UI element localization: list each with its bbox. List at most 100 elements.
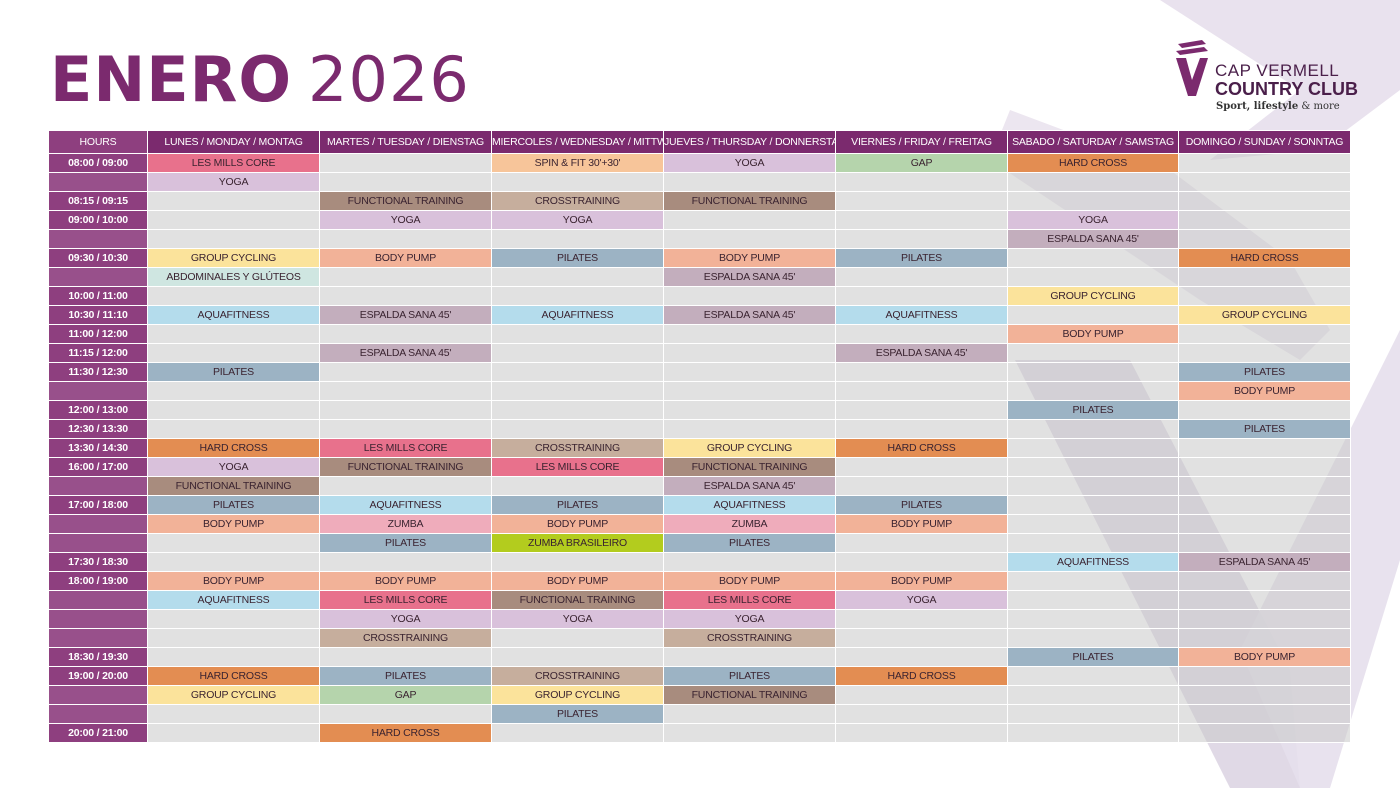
time-slot-label: 10:30 / 11:10 <box>48 305 148 325</box>
empty-cell <box>663 210 836 230</box>
logo-tagline: Sport, lifestyle & more <box>1216 101 1340 112</box>
class-cell: YOGA <box>319 210 492 230</box>
empty-cell <box>835 609 1008 629</box>
empty-cell <box>1178 438 1351 458</box>
class-cell: BODY PUMP <box>147 514 320 534</box>
logo-text-line1: CAP VERMELL <box>1215 61 1340 80</box>
empty-cell <box>663 286 836 306</box>
empty-cell <box>319 286 492 306</box>
empty-cell <box>1007 362 1179 382</box>
empty-cell <box>1178 286 1351 306</box>
hours-column-header: HOURS <box>48 130 148 154</box>
empty-cell <box>835 476 1008 496</box>
time-slot-label <box>48 514 148 534</box>
empty-cell <box>663 172 836 192</box>
class-cell: HARD CROSS <box>147 666 320 686</box>
empty-cell <box>663 343 836 363</box>
empty-cell <box>319 704 492 724</box>
empty-cell <box>319 362 492 382</box>
class-cell: YOGA <box>835 590 1008 610</box>
schedule-row: 17:30 / 18:30 AQUAFITNESS ESPALDA SANA 45' <box>48 552 1351 572</box>
class-cell: PILATES <box>147 495 320 515</box>
empty-cell <box>147 552 320 572</box>
empty-cell <box>835 172 1008 192</box>
class-cell: BODY PUMP <box>491 514 664 534</box>
time-slot-label: 19:00 / 20:00 <box>48 666 148 686</box>
empty-cell <box>1007 438 1179 458</box>
empty-cell <box>491 172 664 192</box>
day-column-header: SABADO / SATURDAY / SAMSTAG <box>1007 130 1179 154</box>
empty-cell <box>1007 685 1179 705</box>
class-cell: ABDOMINALES Y GLÚTEOS <box>147 267 320 287</box>
empty-cell <box>147 628 320 648</box>
empty-cell <box>491 400 664 420</box>
class-cell: FUNCTIONAL TRAINING <box>491 590 664 610</box>
empty-cell <box>491 723 664 743</box>
day-column-header: JUEVES / THURSDAY / DONNERSTAG <box>663 130 836 154</box>
class-cell: CROSSTRAINING <box>663 628 836 648</box>
schedule-row: 09:00 / 10:00 YOGA YOGA YOGA <box>48 210 1351 230</box>
class-cell: AQUAFITNESS <box>835 305 1008 325</box>
schedule-row: 08:00 / 09:00 LES MILLS CORE SPIN & FIT 30… <box>48 153 1351 173</box>
time-slot-label <box>48 533 148 553</box>
schedule-row: FUNCTIONAL TRAINING ESPALDA SANA 45' <box>48 476 1351 496</box>
schedule-row: 10:00 / 11:00 GROUP CYCLING <box>48 286 1351 306</box>
empty-cell <box>1178 685 1351 705</box>
class-cell: AQUAFITNESS <box>491 305 664 325</box>
empty-cell <box>1007 533 1179 553</box>
schedule-row: ESPALDA SANA 45' <box>48 229 1351 249</box>
empty-cell <box>835 286 1008 306</box>
class-schedule-table: HOURS LUNES / MONDAY / MONTAG MARTES / TUE… <box>48 130 1351 743</box>
empty-cell <box>1007 419 1179 439</box>
empty-cell <box>835 685 1008 705</box>
schedule-row: 18:30 / 19:30 PILATES BODY PUMP <box>48 647 1351 667</box>
time-slot-label: 08:15 / 09:15 <box>48 191 148 211</box>
empty-cell <box>835 533 1008 553</box>
empty-cell <box>1178 495 1351 515</box>
class-cell: PILATES <box>319 533 492 553</box>
class-cell: BODY PUMP <box>835 514 1008 534</box>
empty-cell <box>147 704 320 724</box>
class-cell: ZUMBA BRASILEIRO <box>491 533 664 553</box>
class-cell: GROUP CYCLING <box>147 248 320 268</box>
class-cell: BODY PUMP <box>1178 381 1351 401</box>
empty-cell <box>835 381 1008 401</box>
class-cell: GROUP CYCLING <box>1007 286 1179 306</box>
schedule-row: GROUP CYCLING GAP GROUP CYCLING FUNCTIONAL … <box>48 685 1351 705</box>
class-cell: YOGA <box>663 609 836 629</box>
class-cell: ESPALDA SANA 45' <box>663 305 836 325</box>
class-cell: FUNCTIONAL TRAINING <box>663 457 836 477</box>
schedule-header-row: HOURS LUNES / MONDAY / MONTAG MARTES / TUE… <box>48 130 1351 154</box>
empty-cell <box>1178 628 1351 648</box>
class-cell: PILATES <box>491 495 664 515</box>
title-month: ENERO <box>50 43 293 116</box>
time-slot-label: 11:00 / 12:00 <box>48 324 148 344</box>
class-cell: GROUP CYCLING <box>663 438 836 458</box>
class-cell: CROSSTRAINING <box>491 191 664 211</box>
schedule-row: 17:00 / 18:00 PILATES AQUAFITNESS PILATES AQ… <box>48 495 1351 515</box>
empty-cell <box>663 229 836 249</box>
class-cell: FUNCTIONAL TRAINING <box>319 457 492 477</box>
class-cell: BODY PUMP <box>663 248 836 268</box>
class-cell: HARD CROSS <box>835 666 1008 686</box>
empty-cell <box>1178 476 1351 496</box>
class-cell: BODY PUMP <box>491 571 664 591</box>
empty-cell <box>1178 590 1351 610</box>
empty-cell <box>835 704 1008 724</box>
time-slot-label <box>48 476 148 496</box>
empty-cell <box>491 476 664 496</box>
schedule-row: AQUAFITNESS LES MILLS CORE FUNCTIONAL TRAI… <box>48 590 1351 610</box>
schedule-row: 18:00 / 19:00 BODY PUMP BODY PUMP BODY PUMP… <box>48 571 1351 591</box>
day-column-header: LUNES / MONDAY / MONTAG <box>147 130 320 154</box>
empty-cell <box>491 381 664 401</box>
empty-cell <box>835 457 1008 477</box>
empty-cell <box>835 400 1008 420</box>
empty-cell <box>1178 704 1351 724</box>
empty-cell <box>663 723 836 743</box>
empty-cell <box>491 229 664 249</box>
class-cell: CROSSTRAINING <box>491 438 664 458</box>
empty-cell <box>1178 210 1351 230</box>
class-cell: ESPALDA SANA 45' <box>1178 552 1351 572</box>
class-cell: YOGA <box>319 609 492 629</box>
empty-cell <box>1178 609 1351 629</box>
